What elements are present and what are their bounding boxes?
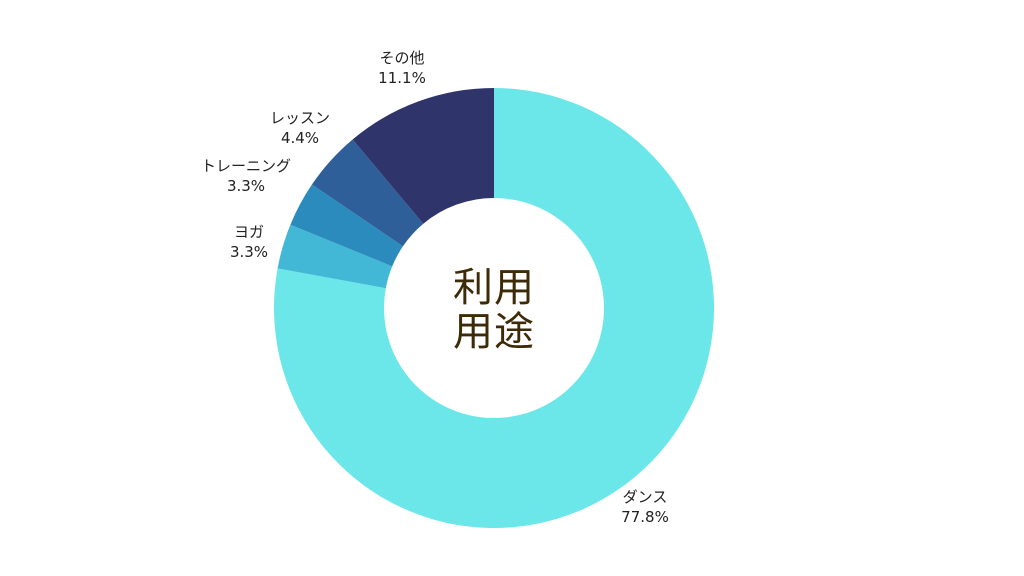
center-title-line-1: 利用 (453, 265, 535, 311)
slice-name: ヨガ (233, 223, 264, 241)
slice-label-dance: ダンス 77.8% (610, 487, 680, 527)
slice-percent: 4.4% (280, 129, 320, 147)
slice-yoga (277, 224, 393, 289)
slice-percent: 3.3% (226, 177, 266, 195)
center-title-line-2: 用途 (453, 309, 535, 355)
slice-dance (273, 88, 714, 528)
slice-percent: 11.1% (378, 69, 426, 87)
slice-name: レッスン (269, 109, 330, 127)
slice-label-training: トレーニング 3.3% (186, 156, 306, 196)
slice-other (352, 88, 494, 224)
slice-training (290, 184, 403, 267)
slice-lesson (311, 139, 424, 247)
center-title: 利用 用途 (414, 266, 574, 354)
slice-percent: 3.3% (229, 243, 269, 261)
slice-percent: 77.8% (621, 508, 669, 526)
slice-label-yoga: ヨガ 3.3% (214, 222, 284, 262)
slice-name: その他 (379, 49, 425, 67)
slice-label-other: その他 11.1% (367, 48, 437, 88)
slice-label-lesson: レッスン 4.4% (255, 108, 345, 148)
slice-name: ダンス (622, 488, 668, 506)
slice-name: トレーニング (200, 157, 291, 175)
